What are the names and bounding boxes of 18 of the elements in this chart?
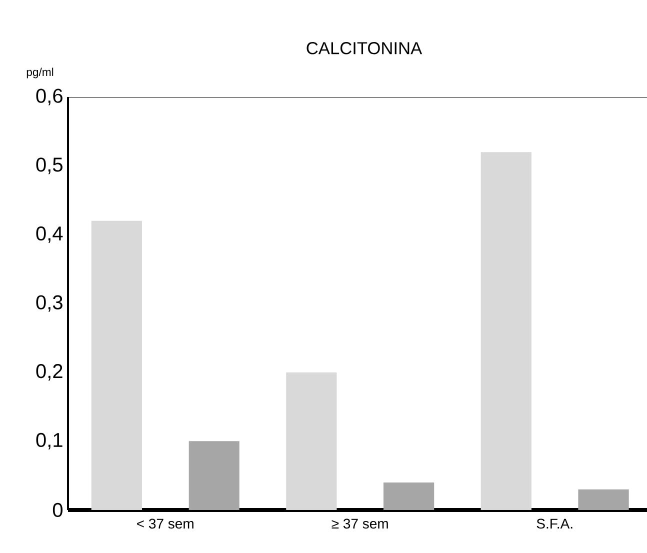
bar: [188, 441, 240, 510]
y-tick-label: 0: [52, 502, 62, 518]
chart-title: CALCITONINA: [306, 42, 422, 54]
bar: [480, 152, 532, 510]
y-tick-label: 0,2: [36, 364, 62, 381]
bar: [578, 489, 629, 510]
x-tick-label: ≥ 37 sem: [332, 518, 388, 529]
x-tick-label: S.F.A.: [536, 518, 572, 529]
x-tick-label: < 37 sem: [137, 518, 194, 529]
y-axis-title: pg/ml: [26, 68, 54, 78]
y-tick-label: 0,3: [36, 295, 62, 312]
y-tick-label: 0,6: [36, 88, 62, 106]
y-tick-label: 0,1: [36, 432, 62, 450]
y-tick-label: 0,5: [36, 158, 62, 174]
y-tick-label: 0,4: [36, 226, 63, 243]
bar: [286, 372, 337, 510]
bar: [383, 482, 434, 510]
bar: [91, 220, 142, 510]
